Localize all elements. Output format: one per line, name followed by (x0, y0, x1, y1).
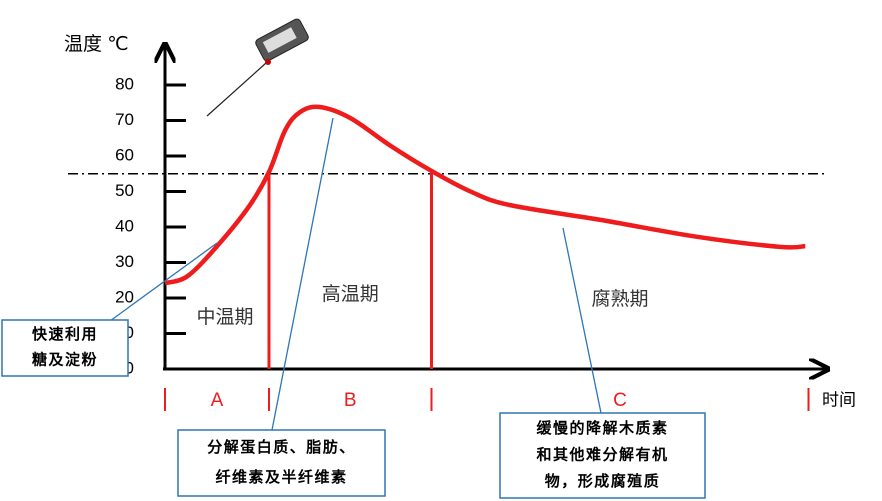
x-axis-label: 时间 (822, 390, 856, 409)
y-tick-label: 70 (115, 110, 134, 129)
annotation-text: 和其他难分解有机 (536, 445, 668, 463)
y-axis-label: 温度 ℃ (64, 33, 129, 55)
annotation-text: 缓慢的降解木质素 (536, 419, 668, 437)
phase-name: 高温期 (322, 283, 379, 305)
y-tick-label: 20 (115, 287, 134, 306)
annotation-text: 快速利用 (32, 325, 98, 343)
phase-letter: C (613, 390, 627, 411)
annotation-pointer (562, 227, 602, 414)
annotation-box (177, 429, 386, 497)
annotation-text: 分解蛋白质、脂肪、 (207, 438, 356, 456)
phase-letter: B (344, 390, 357, 411)
phase-name: 中温期 (196, 306, 253, 328)
annotation-text: 物，形成腐殖质 (545, 472, 661, 490)
annotation-box (1, 319, 129, 377)
y-tick-label: 40 (115, 216, 134, 235)
annotation-text: 糖及淀粉 (32, 351, 98, 369)
annotation-box (499, 412, 706, 499)
y-tick-label: 80 (115, 74, 134, 93)
annotation-pointer (271, 117, 334, 431)
phase-name: 腐熟期 (591, 288, 648, 310)
y-tick-label: 50 (115, 181, 134, 200)
y-tick-label: 60 (115, 145, 134, 164)
annotation-text: 纤维素及半纤维素 (215, 468, 347, 486)
annotation-pointer (109, 242, 218, 322)
y-tick-label: 30 (115, 252, 134, 271)
phase-letter: A (211, 390, 224, 411)
temperature-curve (164, 104, 806, 286)
thermometer-icon (206, 18, 309, 117)
y-tick-label: 0 (125, 358, 134, 377)
